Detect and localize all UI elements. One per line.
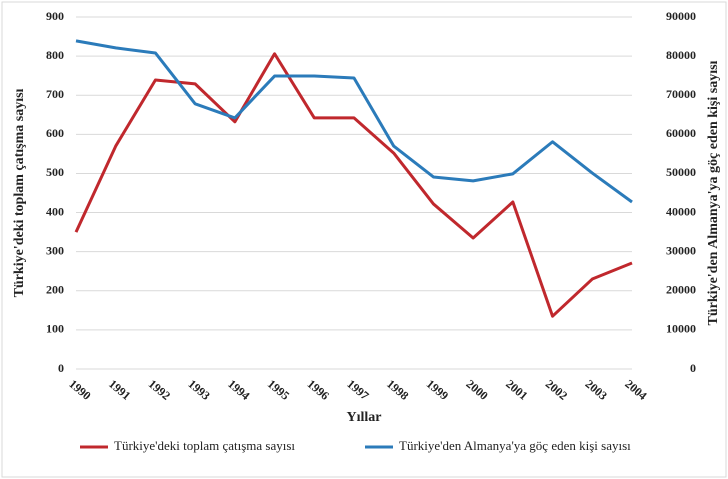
legend-label: Türkiye'den Almanya'ya göç eden kişi say…: [399, 438, 631, 453]
y-tick-label: 700: [46, 87, 64, 101]
y2-tick-label: 60000: [666, 126, 696, 140]
y-tick-label: 400: [46, 204, 64, 218]
y2-tick-label: 10000: [666, 322, 696, 336]
y-tick-label: 800: [46, 48, 64, 62]
x-axis-title: Yıllar: [347, 410, 382, 425]
y2-tick-label: 20000: [666, 283, 696, 297]
y2-tick-label: 40000: [666, 204, 696, 218]
y2-tick-label: 0: [690, 361, 696, 375]
y-tick-label: 600: [46, 126, 64, 140]
legend-label: Türkiye'deki toplam çatışma sayısı: [114, 438, 295, 453]
y-tick-label: 900: [46, 9, 64, 23]
y-tick-label: 200: [46, 283, 64, 297]
y-axis-title: Türkiye'deki toplam çatışma sayısı: [12, 88, 27, 297]
series-line: [75, 39, 633, 204]
y-tick-label: 500: [46, 165, 64, 179]
y-tick-label: 100: [46, 322, 64, 336]
y2-tick-label: 70000: [666, 87, 696, 101]
y2-tick-label: 30000: [666, 243, 696, 257]
series-line: [74, 52, 633, 318]
y2-axis-title: Türkiye'den Almanya'ya göç eden kişi say…: [706, 60, 721, 325]
y2-tick-label: 80000: [666, 48, 696, 62]
y2-tick-label: 90000: [666, 9, 696, 23]
y-tick-label: 300: [46, 243, 64, 257]
y-tick-label: 0: [58, 361, 64, 375]
y2-tick-label: 50000: [666, 165, 696, 179]
